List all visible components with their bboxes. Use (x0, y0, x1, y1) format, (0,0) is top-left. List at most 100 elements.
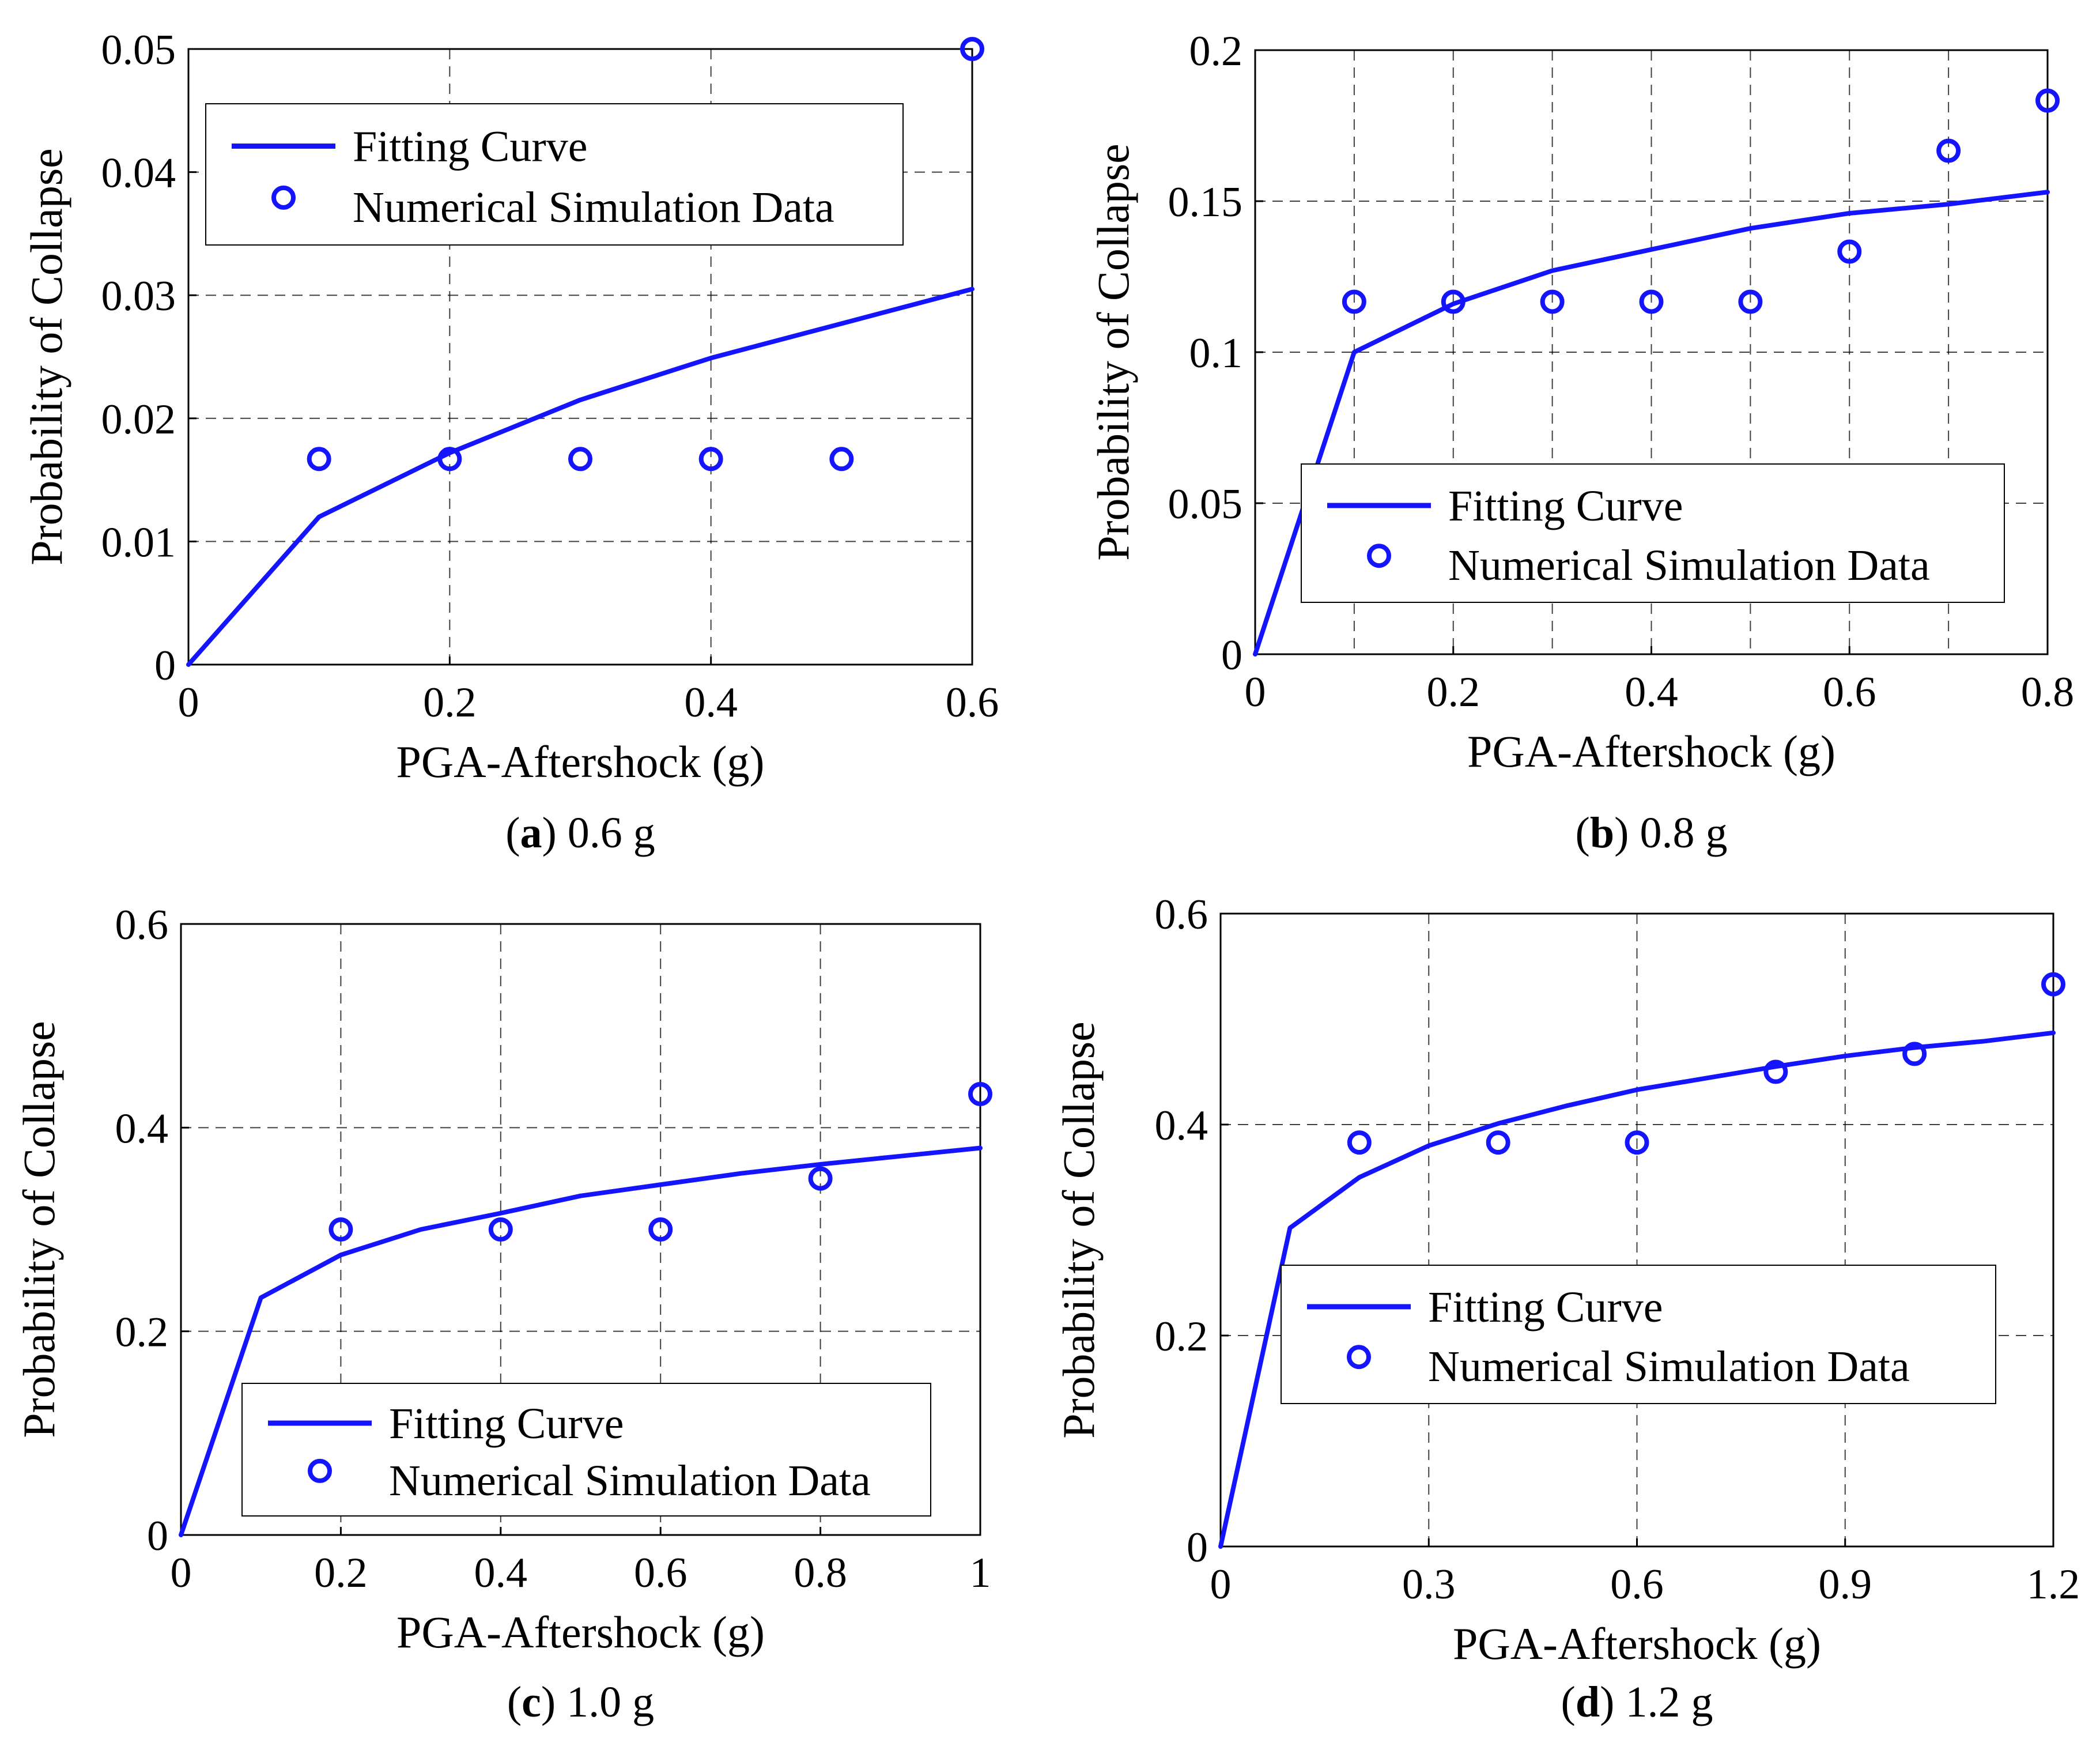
data-point-marker (1347, 1130, 1372, 1155)
data-point-marker (1738, 289, 1763, 314)
fitting-curve-line (1253, 190, 2050, 657)
chart-panel-a: 0 0.2 0.4 0.6 0 0.01 0.02 0.03 0.04 0.05 PGA-After… (21, 27, 999, 857)
data-point-marker (1486, 1130, 1510, 1155)
legend-box (1281, 1265, 1996, 1404)
x-axis-label: PGA-Aftershock (g) (396, 1607, 765, 1657)
legend-label-fit: Fitting Curve (1428, 1283, 1663, 1331)
x-tick-label: 0.3 (1402, 1561, 1456, 1608)
y-tick-label: 0.4 (115, 1105, 169, 1152)
y-tick-label: 0.4 (1155, 1102, 1208, 1149)
chart-panel-c: 0 0.2 0.4 0.6 0.8 1 0 0.2 0.4 0.6 PGA-Aftershock (… (14, 901, 992, 1726)
legend: Fitting Curve Numerical Simulation Data (1301, 463, 2005, 603)
data-point-marker (1936, 138, 1961, 163)
y-tick-label: 0.04 (101, 150, 176, 197)
chart-panel-b: 0 0.2 0.4 0.6 0.8 0 0.05 0.1 0.15 0.2 PGA-Aftersho… (1088, 28, 2074, 857)
legend-box (241, 1383, 931, 1517)
legend: Fitting Curve Numerical Simulation Data (241, 1383, 931, 1517)
data-point-marker (1540, 289, 1565, 314)
data-point-marker (1342, 289, 1366, 314)
caption-paren: ( (1561, 1678, 1576, 1726)
y-axis-label: Probability of Collapse (1088, 144, 1138, 561)
caption-paren: ( (507, 1678, 522, 1726)
caption-text: ) 1.2 g (1600, 1678, 1713, 1726)
x-tick-label: 0.4 (1625, 669, 1678, 716)
legend-label-data: Numerical Simulation Data (353, 183, 834, 232)
x-axis-label: PGA-Aftershock (g) (1453, 1619, 1821, 1669)
x-tick-label: 0.8 (2021, 669, 2075, 716)
fitting-curve-line (179, 1145, 983, 1537)
data-point-marker (698, 447, 723, 471)
legend-marker-swatch (271, 185, 296, 210)
x-tick-label: 0 (171, 1549, 192, 1597)
caption-text: ) 0.8 g (1614, 809, 1727, 857)
panel-caption: (d) 1.2 g (1561, 1678, 1713, 1726)
y-tick-label: 0.05 (101, 27, 176, 74)
data-point-marker (968, 1082, 992, 1107)
legend-marker-swatch (1347, 1345, 1371, 1370)
x-tick-label: 0.4 (474, 1549, 528, 1597)
fitting-curve-line (186, 286, 975, 667)
legend: Fitting Curve Numerical Simulation Data (1281, 1265, 1996, 1404)
legend-label-data: Numerical Simulation Data (389, 1457, 871, 1505)
x-tick-label: 0.6 (946, 679, 999, 726)
y-tick-label: 0.2 (115, 1309, 169, 1356)
x-tick-label: 0 (1210, 1561, 1232, 1608)
x-tick-label: 0.2 (314, 1549, 368, 1597)
data-point-marker (2041, 972, 2065, 997)
y-tick-label: 0 (1221, 632, 1242, 679)
y-axis-label: Probability of Collapse (1053, 1021, 1104, 1439)
y-tick-label: 0.02 (101, 396, 176, 443)
caption-text: ) 1.0 g (541, 1678, 654, 1726)
data-point-marker (1625, 1130, 1649, 1155)
y-axis-label: Probability of Collapse (14, 1021, 64, 1438)
y-tick-label: 0.15 (1168, 179, 1243, 226)
legend-marker-swatch (308, 1458, 332, 1483)
legend-label-data: Numerical Simulation Data (1448, 541, 1930, 590)
data-point-marker (1441, 289, 1466, 314)
x-axis-label: PGA-Aftershock (g) (1467, 726, 1835, 776)
panel-caption: (c) 1.0 g (507, 1678, 654, 1726)
x-tick-label: 0.4 (684, 679, 738, 726)
y-tick-label: 0.6 (115, 901, 169, 949)
legend-label-data: Numerical Simulation Data (1428, 1342, 1910, 1391)
data-point-marker (829, 447, 854, 471)
caption-letter: a (520, 809, 542, 857)
data-point-marker (307, 447, 331, 471)
legend: Fitting Curve Numerical Simulation Data (205, 103, 904, 246)
caption-letter: d (1576, 1678, 1600, 1726)
y-tick-label: 0.2 (1189, 28, 1243, 75)
x-tick-label: 0.6 (1610, 1561, 1664, 1608)
y-axis-label: Probability of Collapse (21, 148, 71, 565)
x-tick-label: 0 (178, 679, 199, 726)
panel-caption: (b) 0.8 g (1576, 809, 1728, 857)
caption-paren: ( (1576, 809, 1590, 857)
y-tick-label: 0.2 (1155, 1313, 1208, 1360)
x-tick-label: 0 (1245, 669, 1266, 716)
caption-text: ) 0.6 g (542, 809, 655, 857)
x-tick-label: 0.2 (423, 679, 477, 726)
data-point-marker (1763, 1059, 1788, 1084)
axes-frame (180, 923, 981, 1536)
x-tick-label: 1 (970, 1549, 991, 1597)
data-point-marker (568, 447, 592, 471)
data-point-marker (488, 1217, 513, 1242)
legend-box (1301, 463, 2005, 603)
caption-letter: c (522, 1678, 541, 1726)
x-tick-label: 0.9 (1819, 1561, 1872, 1608)
y-tick-label: 0.6 (1155, 891, 1208, 938)
x-tick-label: 0.2 (1427, 669, 1480, 716)
data-point-marker (1639, 289, 1664, 314)
caption-letter: b (1590, 809, 1614, 857)
data-point-marker (1902, 1042, 1927, 1066)
y-tick-label: 0.05 (1168, 481, 1243, 528)
legend-marker-swatch (1367, 544, 1391, 568)
fitting-curve-line (1218, 1030, 2056, 1549)
data-point-marker (437, 447, 462, 471)
legend-label-fit: Fitting Curve (353, 123, 587, 171)
x-tick-label: 1.2 (2027, 1561, 2080, 1608)
x-tick-label: 0.6 (1823, 669, 1876, 716)
data-point-marker (2035, 88, 2060, 113)
y-tick-label: 0 (154, 642, 176, 689)
legend-label-fit: Fitting Curve (1448, 482, 1683, 530)
